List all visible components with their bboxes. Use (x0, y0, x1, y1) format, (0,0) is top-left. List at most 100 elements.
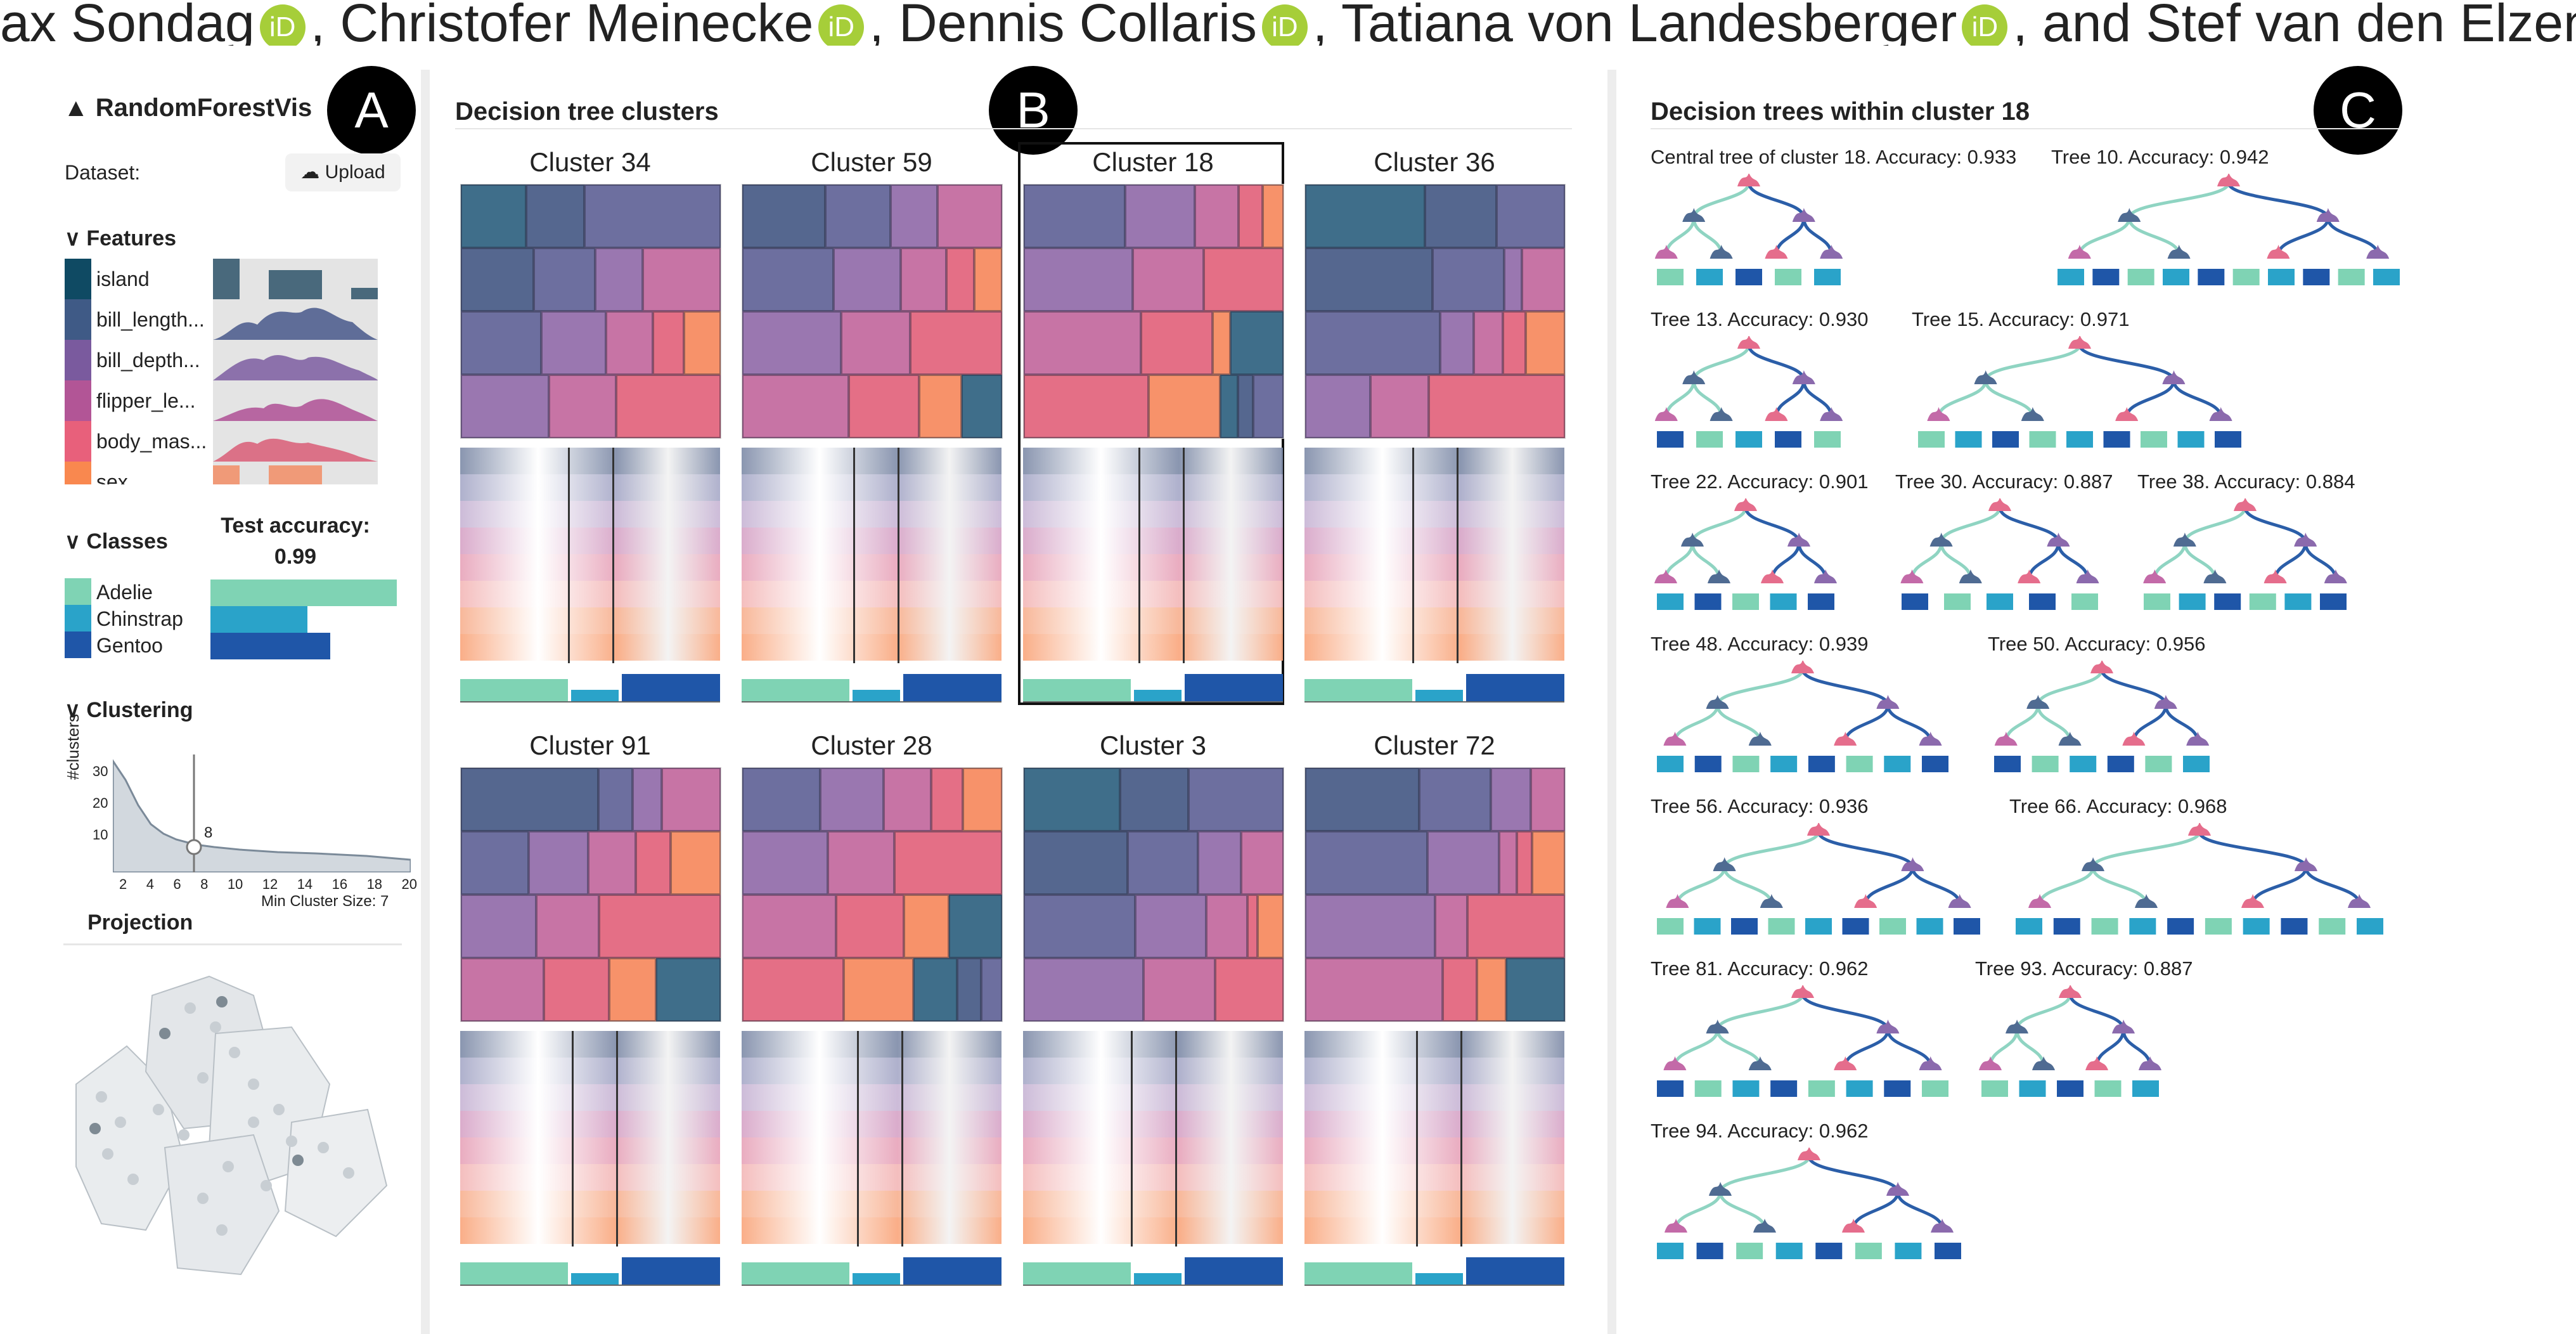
cluster-card[interactable]: Cluster 59 (742, 145, 1003, 703)
feature-label[interactable]: body_mas... (96, 430, 207, 453)
treemap-cell[interactable] (461, 375, 549, 438)
treemap-cell[interactable] (981, 958, 1002, 1021)
treemap-cell[interactable] (1305, 958, 1443, 1021)
tree-thumbnail[interactable]: Tree 94. Accuracy: 0.962 (1651, 1120, 1967, 1272)
treemap-cell[interactable] (841, 311, 910, 375)
feature-split-rows[interactable] (742, 1031, 1001, 1247)
treemap-cell[interactable] (742, 185, 825, 248)
treemap-cell[interactable] (662, 768, 721, 831)
treemap-cell[interactable] (1024, 311, 1141, 375)
treemap-cell[interactable] (526, 185, 584, 248)
cluster-card[interactable]: Cluster 3 (1023, 728, 1284, 1286)
feature-treemap[interactable] (1023, 767, 1284, 1022)
clustering-chart[interactable]: #clusters 30 20 10 8 2 4 6 8 10 12 14 16… (63, 714, 418, 913)
treemap-cell[interactable] (1230, 311, 1284, 375)
orcid-icon[interactable]: iD (818, 4, 865, 46)
treemap-cell[interactable] (820, 768, 884, 831)
feature-treemap[interactable] (1304, 767, 1566, 1022)
treemap-cell[interactable] (461, 958, 544, 1021)
treemap-cell[interactable] (1024, 248, 1133, 311)
treemap-cell[interactable] (1220, 375, 1238, 438)
treemap-cell[interactable] (1253, 375, 1284, 438)
treemap-cell[interactable] (931, 768, 963, 831)
clustering-header[interactable]: ∨ Clustering (65, 698, 193, 722)
tree-thumbnail[interactable]: Tree 30. Accuracy: 0.887 (1895, 470, 2113, 623)
cluster-card[interactable]: Cluster 91 (460, 728, 721, 1286)
tree-thumbnail[interactable]: Tree 15. Accuracy: 0.971 (1912, 308, 2248, 460)
treemap-cell[interactable] (1188, 768, 1284, 831)
treemap-cell[interactable] (541, 311, 606, 375)
treemap-cell[interactable] (461, 831, 529, 895)
cluster-card[interactable]: Cluster 34 (460, 145, 721, 703)
orcid-icon[interactable]: iD (259, 4, 306, 46)
treemap-cell[interactable] (1305, 248, 1433, 311)
treemap-cell[interactable] (1238, 375, 1253, 438)
feature-treemap[interactable] (742, 184, 1003, 439)
tree-thumbnail[interactable]: Central tree of cluster 18. Accuracy: 0.… (1651, 146, 2016, 298)
treemap-cell[interactable] (962, 375, 1002, 438)
feature-split-rows[interactable] (1304, 1031, 1564, 1247)
treemap-cell[interactable] (1198, 831, 1241, 895)
feature-label[interactable]: bill_length... (96, 308, 205, 331)
treemap-cell[interactable] (534, 248, 595, 311)
treemap-cell[interactable] (1522, 248, 1565, 311)
treemap-cell[interactable] (1133, 248, 1204, 311)
feature-label[interactable]: sex (96, 470, 128, 484)
upload-button[interactable]: ☁ Upload (285, 153, 401, 191)
treemap-cell[interactable] (1305, 895, 1435, 958)
treemap-cell[interactable] (1120, 768, 1188, 831)
treemap-cell[interactable] (1491, 768, 1531, 831)
tree-thumbnail[interactable]: Tree 38. Accuracy: 0.884 (2137, 470, 2355, 623)
feature-split-rows[interactable] (1304, 448, 1564, 663)
treemap-cell[interactable] (1305, 831, 1427, 895)
treemap-cell[interactable] (549, 375, 616, 438)
tree-thumbnail[interactable]: Tree 10. Accuracy: 0.942 (2051, 146, 2406, 298)
treemap-cell[interactable] (1435, 895, 1467, 958)
cluster-card[interactable]: Cluster 72 (1304, 728, 1566, 1286)
treemap-cell[interactable] (599, 895, 721, 958)
treemap-cell[interactable] (544, 958, 609, 1021)
treemap-cell[interactable] (1370, 375, 1429, 438)
treemap-cell[interactable] (946, 248, 974, 311)
treemap-cell[interactable] (957, 958, 981, 1021)
treemap-cell[interactable] (742, 831, 828, 895)
treemap-cell[interactable] (1141, 311, 1213, 375)
treemap-cell[interactable] (606, 311, 653, 375)
treemap-cell[interactable] (742, 958, 844, 1021)
orcid-icon[interactable]: iD (1261, 4, 1308, 46)
treemap-cell[interactable] (1526, 311, 1565, 375)
tree-thumbnail[interactable]: Tree 48. Accuracy: 0.939 (1651, 633, 1955, 785)
treemap-cell[interactable] (974, 248, 1002, 311)
treemap-cell[interactable] (1305, 185, 1425, 248)
treemap-cell[interactable] (461, 895, 536, 958)
treemap-cell[interactable] (1305, 768, 1419, 831)
treemap-cell[interactable] (1135, 895, 1206, 958)
treemap-cell[interactable] (1429, 375, 1565, 438)
treemap-cell[interactable] (1125, 185, 1195, 248)
treemap-cell[interactable] (742, 248, 834, 311)
class-label[interactable]: Adelie (96, 581, 153, 604)
treemap-cell[interactable] (1263, 185, 1284, 248)
feature-label[interactable]: island (96, 268, 150, 290)
treemap-cell[interactable] (461, 185, 526, 248)
treemap-cell[interactable] (834, 248, 901, 311)
treemap-cell[interactable] (1024, 185, 1125, 248)
cluster-card[interactable]: Cluster 28 (742, 728, 1003, 1286)
treemap-cell[interactable] (643, 248, 721, 311)
treemap-cell[interactable] (1305, 311, 1440, 375)
treemap-cell[interactable] (919, 375, 962, 438)
treemap-cell[interactable] (1419, 768, 1491, 831)
treemap-cell[interactable] (1195, 185, 1239, 248)
treemap-cell[interactable] (949, 895, 1002, 958)
treemap-cell[interactable] (884, 768, 931, 831)
treemap-cell[interactable] (1239, 185, 1263, 248)
treemap-cell[interactable] (1477, 958, 1506, 1021)
feature-split-rows[interactable] (460, 448, 720, 663)
tree-thumbnail[interactable]: Tree 22. Accuracy: 0.901 (1651, 470, 1868, 623)
treemap-cell[interactable] (1215, 958, 1284, 1021)
tree-thumbnail[interactable]: Tree 50. Accuracy: 0.956 (1988, 633, 2216, 785)
treemap-cell[interactable] (1497, 185, 1565, 248)
tree-thumbnail[interactable]: Tree 93. Accuracy: 0.887 (1975, 957, 2193, 1110)
tree-thumbnail[interactable]: Tree 13. Accuracy: 0.930 (1651, 308, 1868, 460)
orcid-icon[interactable]: iD (1962, 4, 2008, 46)
